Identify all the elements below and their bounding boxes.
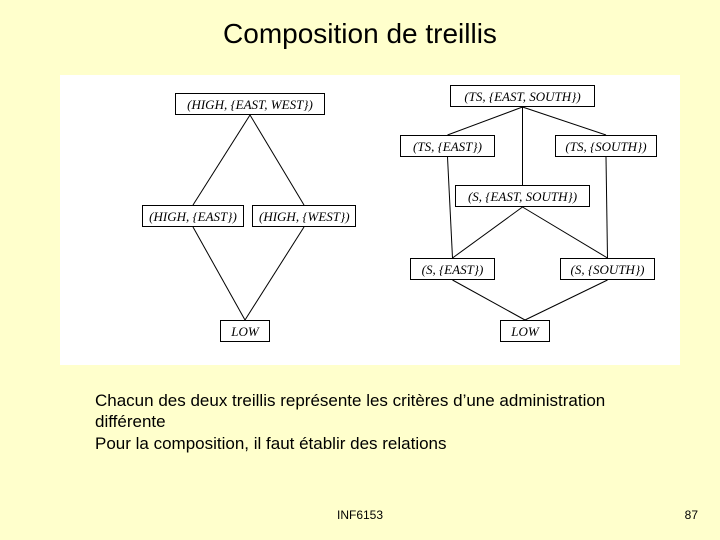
lattice-figure: (HIGH, {EAST, WEST}) (HIGH, {EAST}) (HIGH,… bbox=[60, 75, 680, 365]
lattice-node: LOW bbox=[500, 320, 550, 342]
footer-course-code: INF6153 bbox=[0, 508, 720, 522]
slide-title: Composition de treillis bbox=[0, 18, 720, 50]
lattice-node: (S, {EAST, SOUTH}) bbox=[455, 185, 590, 207]
lattice-node: (HIGH, {EAST}) bbox=[142, 205, 244, 227]
lattice-node: (HIGH, {WEST}) bbox=[252, 205, 356, 227]
lattice-node: (TS, {SOUTH}) bbox=[555, 135, 657, 157]
lattice-node: (S, {EAST}) bbox=[410, 258, 495, 280]
body-line-2: Pour la composition, il faut établir des… bbox=[95, 434, 447, 453]
page-number: 87 bbox=[685, 508, 698, 522]
lattice-node: (TS, {EAST}) bbox=[400, 135, 495, 157]
lattice-node: (S, {SOUTH}) bbox=[560, 258, 655, 280]
lattice-node: (HIGH, {EAST, WEST}) bbox=[175, 93, 325, 115]
lattice-node: LOW bbox=[220, 320, 270, 342]
body-text: Chacun des deux treillis représente les … bbox=[95, 390, 655, 454]
body-line-1: Chacun des deux treillis représente les … bbox=[95, 391, 605, 431]
lattice-node: (TS, {EAST, SOUTH}) bbox=[450, 85, 595, 107]
